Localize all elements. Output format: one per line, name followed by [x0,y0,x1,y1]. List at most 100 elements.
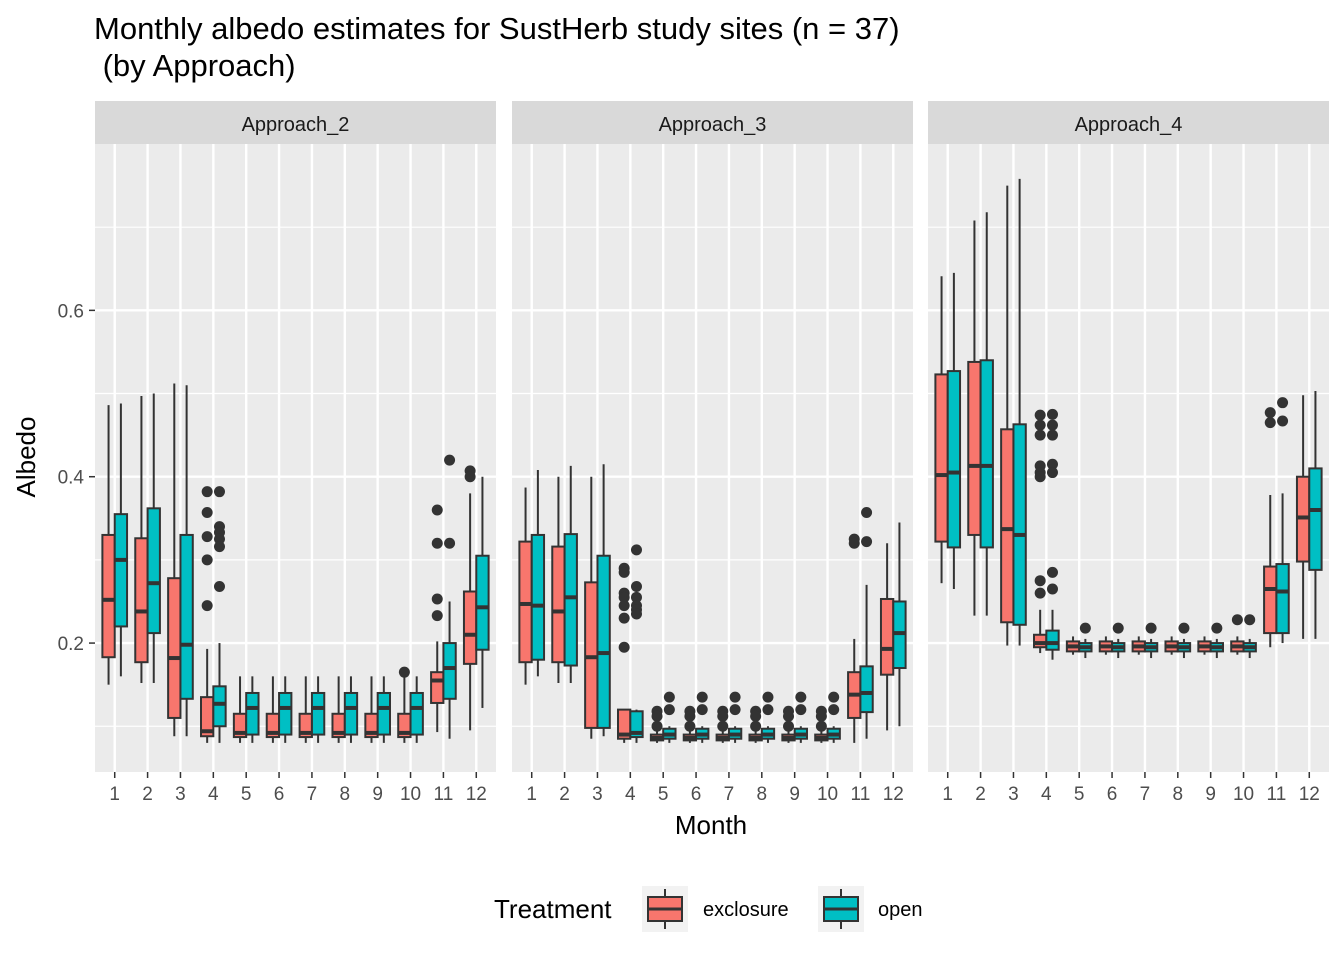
box-open-month-10 [1242,614,1257,659]
outlier-point [630,591,642,603]
x-tick-label: 4 [208,784,219,805]
outlier-point [1034,587,1046,599]
facet-strip [512,101,913,144]
box-exclosure-month-1 [518,487,533,685]
box-body [946,370,962,549]
x-tick-label: 11 [1267,784,1287,805]
box-exclosure-month-9 [781,705,796,743]
box-body [167,577,182,719]
outlier-point [651,710,663,722]
box-exclosure-month-7 [1131,636,1146,655]
legend-key-open [823,889,859,929]
outlier-point [618,641,630,653]
outlier-point [1046,583,1058,595]
box-body [245,691,260,736]
box-exclosure-month-6 [682,705,698,743]
outlier-point [1178,622,1190,634]
outlier-point [1244,614,1256,626]
box-body [1000,428,1015,624]
box-exclosure-month-11 [430,504,445,733]
box-open-month-6 [278,676,293,743]
legend: Treatment exclosure open [494,886,923,932]
outlier-point [201,486,213,498]
box-exclosure-month-12 [1295,395,1311,639]
outlier-point [213,581,225,593]
outlier-point [630,581,642,593]
outlier-point [1046,566,1058,578]
x-tick-label: 1 [526,784,537,805]
box-open-month-8 [343,676,359,743]
box-open-month-4 [629,544,644,743]
box-body [518,540,533,664]
outlier-point [717,720,729,732]
x-tick-label: 12 [466,784,487,805]
box-open-month-2 [563,465,578,683]
panel-background [95,144,496,772]
box-open-month-5 [245,676,260,743]
outlier-point [762,691,774,703]
box-exclosure-month-3 [1000,185,1015,646]
box-body [113,513,129,628]
box-open-month-12 [892,522,907,727]
outlier-point [444,454,456,466]
box-body [1275,563,1290,635]
box-open-month-3 [596,464,611,737]
outlier-point [783,710,795,722]
outlier-point [828,691,840,703]
legend-title: Treatment [494,894,612,924]
box-body [1045,629,1060,651]
outlier-point [1231,614,1243,626]
panel-background [928,144,1329,772]
x-tick-label: 6 [274,784,285,805]
box-exclosure-month-3 [584,476,599,739]
outlier-point [783,720,795,732]
box-exclosure-month-1 [934,276,949,584]
box-body [212,685,227,728]
outlier-point [663,691,675,703]
box-open-month-7 [1143,622,1159,659]
outlier-point [618,566,630,578]
outlier-point [1034,471,1046,483]
x-tick-label: 2 [975,784,986,805]
box-body [629,710,644,739]
box-body [101,533,116,659]
outlier-point [861,506,873,518]
box-exclosure-month-1 [101,405,116,685]
box-open-month-9 [1209,622,1224,659]
box-open-month-11 [442,454,457,739]
x-tick-label: 3 [1008,784,1019,805]
box-open-month-10 [409,676,424,743]
box-open-month-3 [179,385,194,737]
chart-subtitle: (by Approach) [94,48,296,83]
outlier-point [795,691,807,703]
outlier-point [213,541,225,553]
x-tick-label: 9 [789,784,800,805]
box-open-month-12 [475,476,490,708]
outlier-point [696,704,708,716]
box-body [343,691,359,736]
outlier-point [1112,622,1124,634]
x-tick-label: 3 [175,784,186,805]
y-tick-label: 0.2 [58,634,84,655]
panel-background [512,144,913,772]
facet-strip [95,101,496,144]
box-exclosure-month-8 [331,676,346,743]
x-tick-label: 4 [625,784,636,805]
outlier-point [848,537,860,549]
box-body [551,545,566,664]
outlier-point [684,720,696,732]
facet-strip-label: Approach_3 [659,114,767,136]
box-open-month-11 [1275,397,1290,644]
outlier-point [1046,458,1058,470]
box-body [859,665,874,714]
box-open-month-1 [530,470,546,677]
box-exclosure-month-12 [879,543,895,731]
legend-label-exclosure: exclosure [703,899,789,921]
box-exclosure-month-7 [715,705,730,743]
outlier-point [1211,622,1223,634]
x-tick-label: 4 [1041,784,1052,805]
outlier-point [1264,417,1276,429]
facet-strip [928,101,1329,144]
box-exclosure-month-4 [617,562,632,743]
